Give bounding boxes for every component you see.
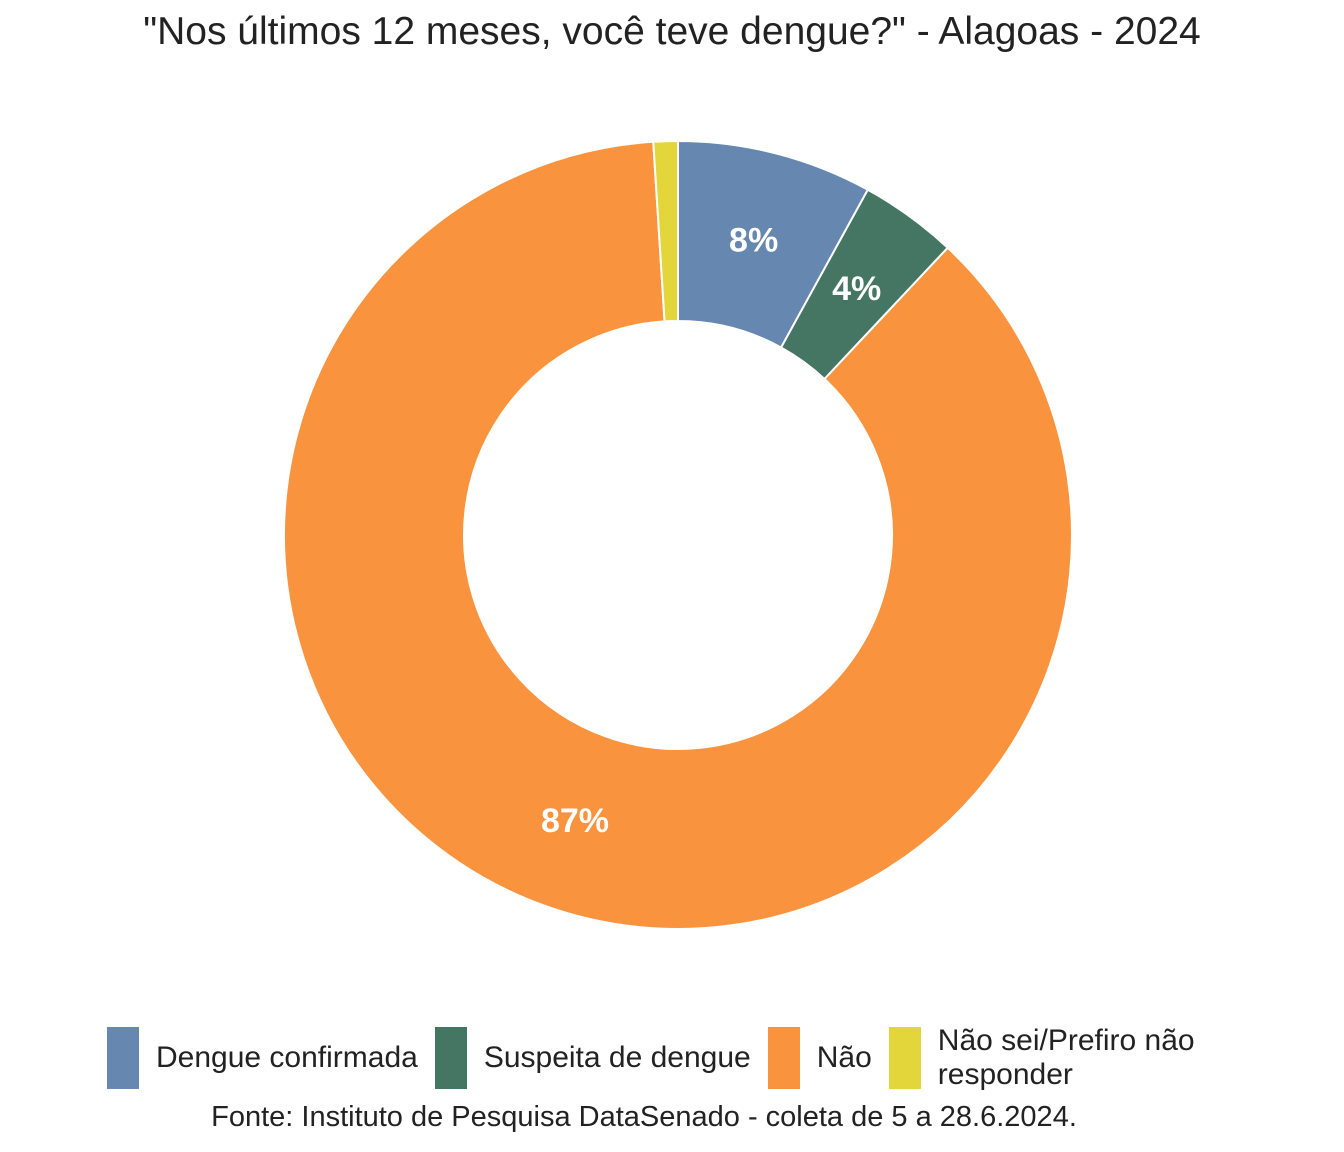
legend-item-nao: Não bbox=[767, 1027, 872, 1089]
donut-slice-2 bbox=[283, 140, 1073, 930]
legend-label: Não sei/Prefiro não responder bbox=[937, 1024, 1195, 1091]
legend: Dengue confirmada Suspeita de dengue Não… bbox=[107, 1024, 1245, 1092]
legend-swatch bbox=[107, 1027, 139, 1089]
legend-swatch bbox=[767, 1027, 800, 1089]
donut-slice-3 bbox=[652, 139, 679, 323]
legend-item-suspeita-de-dengue: Suspeita de dengue bbox=[434, 1027, 751, 1089]
legend-label: Suspeita de dengue bbox=[483, 1041, 751, 1074]
slice-label-0: 8% bbox=[729, 222, 778, 260]
legend-item-nao-sei: Não sei/Prefiro não responder bbox=[888, 1024, 1228, 1092]
chart-title: "Nos últimos 12 meses, você teve dengue?… bbox=[143, 10, 1201, 53]
slice-label-1: 4% bbox=[832, 270, 881, 308]
source-note: Fonte: Instituto de Pesquisa DataSenado … bbox=[211, 1101, 1077, 1133]
legend-swatch bbox=[434, 1027, 467, 1089]
legend-label: Dengue confirmada bbox=[156, 1041, 418, 1074]
donut-chart: 8% 4% 87% bbox=[283, 139, 1073, 930]
legend-item-dengue-confirmada: Dengue confirmada bbox=[107, 1027, 418, 1089]
slice-label-2: 87% bbox=[541, 802, 609, 840]
legend-swatch bbox=[888, 1027, 921, 1089]
legend-label: Não bbox=[816, 1041, 872, 1074]
